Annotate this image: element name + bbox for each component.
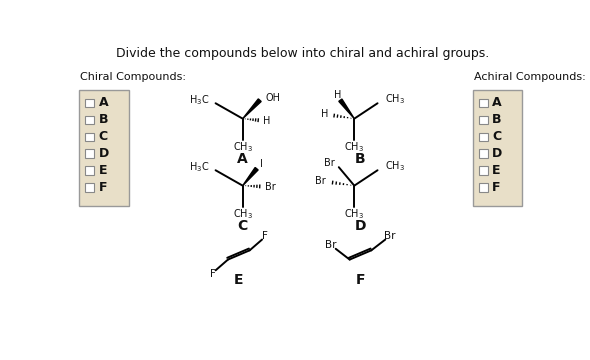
Text: CH$_3$: CH$_3$	[345, 140, 364, 154]
Text: CH$_3$: CH$_3$	[345, 207, 364, 221]
Bar	[86, 183, 94, 192]
Polygon shape	[242, 99, 261, 119]
Text: CH$_3$: CH$_3$	[385, 159, 405, 173]
FancyBboxPatch shape	[79, 90, 129, 206]
Bar	[479, 132, 487, 141]
Text: Br: Br	[384, 231, 396, 242]
Text: Achiral Compounds:: Achiral Compounds:	[474, 72, 585, 82]
Text: Br: Br	[325, 240, 337, 250]
Bar	[86, 116, 94, 124]
Text: A: A	[237, 152, 248, 166]
Text: Br: Br	[265, 182, 276, 192]
Text: E: E	[99, 164, 107, 177]
Text: F: F	[262, 231, 268, 242]
Text: CH$_3$: CH$_3$	[232, 140, 253, 154]
Bar	[479, 116, 487, 124]
Bar	[479, 183, 487, 192]
Text: Chiral Compounds:: Chiral Compounds:	[80, 72, 186, 82]
Text: B: B	[355, 152, 366, 166]
Text: F: F	[492, 181, 501, 194]
Text: H: H	[263, 116, 270, 126]
Text: A: A	[492, 96, 502, 109]
Text: CH$_3$: CH$_3$	[232, 207, 253, 221]
Bar	[86, 166, 94, 175]
Text: B: B	[99, 113, 108, 126]
Text: OH: OH	[265, 93, 280, 103]
Text: F: F	[356, 273, 365, 287]
Text: D: D	[492, 147, 503, 160]
Bar	[479, 99, 487, 107]
Text: C: C	[99, 130, 107, 143]
Text: H: H	[320, 109, 328, 119]
Text: I: I	[260, 159, 263, 169]
Text: H$_3$C: H$_3$C	[189, 160, 209, 174]
Text: F: F	[209, 269, 215, 279]
Text: H$_3$C: H$_3$C	[189, 93, 209, 107]
Text: H: H	[333, 90, 341, 100]
Text: A: A	[99, 96, 108, 109]
Polygon shape	[242, 167, 258, 186]
Text: Divide the compounds below into chiral and achiral groups.: Divide the compounds below into chiral a…	[116, 47, 489, 60]
Polygon shape	[339, 99, 355, 119]
Bar	[86, 99, 94, 107]
Bar	[479, 166, 487, 175]
Text: C: C	[492, 130, 502, 143]
Text: CH$_3$: CH$_3$	[385, 93, 405, 106]
FancyBboxPatch shape	[473, 90, 523, 206]
Bar	[86, 132, 94, 141]
Text: E: E	[492, 164, 501, 177]
Text: E: E	[234, 273, 244, 287]
Text: Br: Br	[315, 176, 326, 186]
Text: D: D	[99, 147, 109, 160]
Bar	[86, 149, 94, 158]
Text: B: B	[492, 113, 502, 126]
Text: D: D	[355, 219, 366, 233]
Text: Br: Br	[324, 158, 335, 167]
Text: F: F	[99, 181, 107, 194]
Text: C: C	[238, 219, 248, 233]
Bar	[479, 149, 487, 158]
